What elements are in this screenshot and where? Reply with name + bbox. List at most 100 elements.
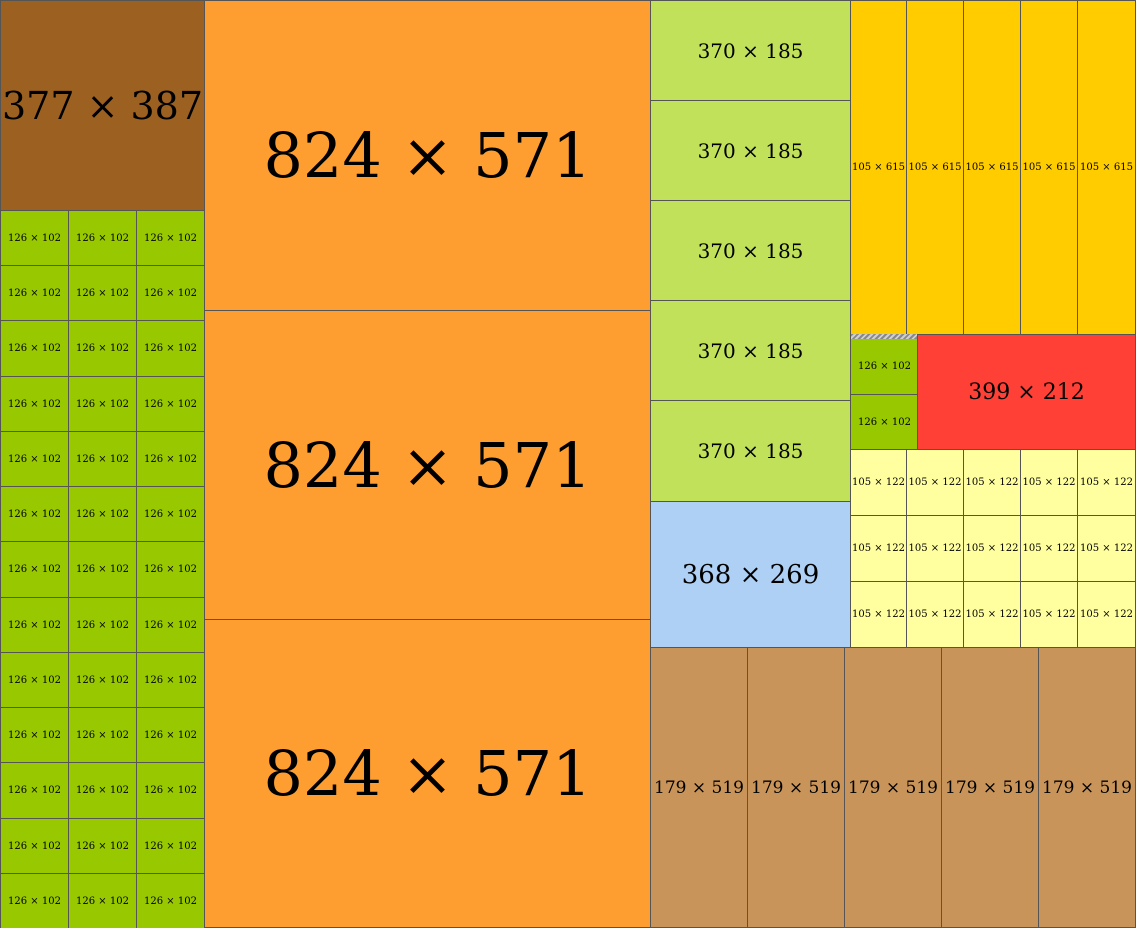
block-label: 126 × 102 <box>8 895 61 907</box>
block-b-6: 126 × 102 <box>136 265 205 321</box>
block-h-11: 105 × 122 <box>850 581 907 648</box>
block-b-9: 126 × 102 <box>136 320 205 377</box>
block-b-16: 126 × 102 <box>0 486 69 542</box>
block-label: 370 × 185 <box>697 239 804 263</box>
block-i-5: 179 × 519 <box>1038 647 1136 928</box>
block-label: 126 × 102 <box>144 287 197 299</box>
block-label: 126 × 102 <box>144 453 197 465</box>
block-b-32: 126 × 102 <box>68 762 137 819</box>
block-label: 126 × 102 <box>8 729 61 741</box>
block-label: 105 × 122 <box>1080 609 1133 620</box>
block-c-3: 824 × 571 <box>204 619 651 928</box>
block-b-7: 126 × 102 <box>0 320 69 377</box>
block-b-21: 126 × 102 <box>136 541 205 598</box>
block-label: 179 × 519 <box>1042 777 1132 798</box>
block-label: 126 × 102 <box>144 398 197 410</box>
block-label: 126 × 102 <box>76 287 129 299</box>
block-label: 126 × 102 <box>76 895 129 907</box>
block-label: 126 × 102 <box>144 895 197 907</box>
block-label: 179 × 519 <box>751 777 841 798</box>
block-g-1: 399 × 212 <box>917 334 1136 450</box>
block-b-37: 126 × 102 <box>0 873 69 928</box>
block-h-13: 105 × 122 <box>963 581 1021 648</box>
block-h-8: 105 × 122 <box>963 515 1021 582</box>
block-label: 105 × 122 <box>1022 477 1076 488</box>
block-label: 105 × 615 <box>965 162 1019 173</box>
block-f-3: 105 × 615 <box>963 0 1021 335</box>
block-h-5: 105 × 122 <box>1077 449 1136 516</box>
block-label: 126 × 102 <box>144 840 197 852</box>
block-b-14: 126 × 102 <box>68 431 137 487</box>
block-i-1: 179 × 519 <box>650 647 748 928</box>
block-b-38: 126 × 102 <box>68 873 137 928</box>
block-h-7: 105 × 122 <box>906 515 964 582</box>
block-b-4: 126 × 102 <box>0 265 69 321</box>
block-b-25: 126 × 102 <box>0 652 69 708</box>
block-label: 126 × 102 <box>8 619 61 631</box>
block-a-1: 377 × 387 <box>0 0 205 211</box>
block-i-3: 179 × 519 <box>844 647 942 928</box>
block-label: 370 × 185 <box>697 439 804 463</box>
block-label: 824 × 571 <box>263 737 592 810</box>
block-label: 126 × 102 <box>144 619 197 631</box>
block-b-31: 126 × 102 <box>0 762 69 819</box>
block-label: 399 × 212 <box>968 379 1085 405</box>
block-d-1: 370 × 185 <box>650 0 851 102</box>
block-b-39: 126 × 102 <box>136 873 205 928</box>
block-label: 126 × 102 <box>144 564 197 575</box>
block-b-24: 126 × 102 <box>136 597 205 653</box>
block-e-1: 368 × 269 <box>650 501 851 648</box>
block-b-40: 126 × 102 <box>850 338 919 395</box>
block-label: 126 × 102 <box>858 361 911 372</box>
block-label: 126 × 102 <box>76 398 129 410</box>
block-label: 126 × 102 <box>76 232 129 244</box>
block-h-4: 105 × 122 <box>1020 449 1078 516</box>
block-h-15: 105 × 122 <box>1077 581 1136 648</box>
block-label: 105 × 122 <box>908 477 962 488</box>
block-h-10: 105 × 122 <box>1077 515 1136 582</box>
block-h-14: 105 × 122 <box>1020 581 1078 648</box>
block-b-36: 126 × 102 <box>136 818 205 874</box>
block-d-3: 370 × 185 <box>650 200 851 302</box>
block-h-6: 105 × 122 <box>850 515 907 582</box>
block-label: 105 × 122 <box>1022 543 1076 554</box>
block-label: 126 × 102 <box>8 343 61 354</box>
block-label: 824 × 571 <box>263 119 592 192</box>
block-label: 105 × 122 <box>965 477 1019 488</box>
block-d-5: 370 × 185 <box>650 400 851 502</box>
block-f-2: 105 × 615 <box>906 0 964 335</box>
block-label: 105 × 615 <box>908 162 962 173</box>
block-label: 824 × 571 <box>263 428 592 502</box>
block-h-1: 105 × 122 <box>850 449 907 516</box>
block-label: 126 × 102 <box>76 508 129 520</box>
block-label: 126 × 102 <box>76 619 129 631</box>
block-b-33: 126 × 102 <box>136 762 205 819</box>
block-c-2: 824 × 571 <box>204 310 651 620</box>
block-label: 105 × 122 <box>1080 543 1133 554</box>
block-label: 126 × 102 <box>8 674 61 686</box>
block-label: 179 × 519 <box>654 777 744 798</box>
block-f-5: 105 × 615 <box>1077 0 1136 335</box>
block-label: 126 × 102 <box>8 453 61 465</box>
block-b-28: 126 × 102 <box>0 707 69 763</box>
block-label: 126 × 102 <box>858 416 911 428</box>
block-label: 105 × 615 <box>1080 162 1133 173</box>
block-label: 126 × 102 <box>8 287 61 299</box>
block-b-1: 126 × 102 <box>0 210 69 266</box>
block-b-23: 126 × 102 <box>68 597 137 653</box>
block-label: 126 × 102 <box>76 674 129 686</box>
block-label: 126 × 102 <box>144 232 197 244</box>
block-b-41: 126 × 102 <box>850 394 919 450</box>
block-b-3: 126 × 102 <box>136 210 205 266</box>
block-h-3: 105 × 122 <box>963 449 1021 516</box>
block-b-11: 126 × 102 <box>68 376 137 432</box>
block-h-9: 105 × 122 <box>1020 515 1078 582</box>
block-label: 126 × 102 <box>8 840 61 852</box>
block-label: 126 × 102 <box>76 840 129 852</box>
block-b-20: 126 × 102 <box>68 541 137 598</box>
block-b-27: 126 × 102 <box>136 652 205 708</box>
block-label: 126 × 102 <box>76 785 129 796</box>
block-label: 105 × 122 <box>908 609 962 620</box>
block-label: 105 × 122 <box>965 543 1019 554</box>
